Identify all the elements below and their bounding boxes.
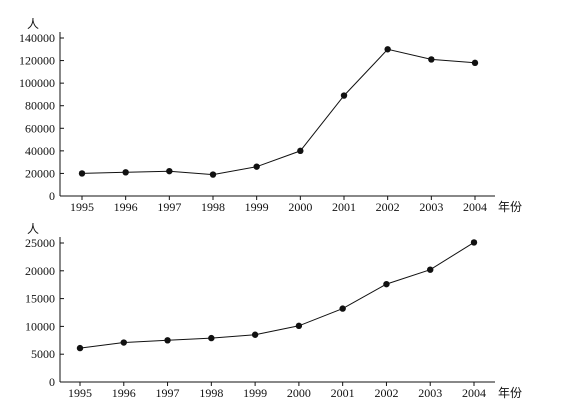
x-tick-label: 1999 (243, 386, 267, 400)
y-tick-label: 0 (49, 375, 55, 389)
data-point (251, 331, 259, 338)
series-line (79, 241, 475, 349)
x-tick-label: 2004 (463, 200, 487, 214)
x-axis-label: 年份 (498, 200, 522, 214)
data-point (295, 322, 303, 330)
data-point (78, 170, 86, 177)
y-tick-label: 120000 (19, 54, 55, 68)
x-tick-label: 2000 (288, 200, 312, 214)
data-point (428, 56, 435, 63)
y-axis-label: 人 (27, 222, 39, 236)
chart-1: 0 20000 40000 60000 80000 100000 120000 140000 1… (19, 17, 522, 214)
data-point (339, 305, 346, 312)
y-tick-label: 25000 (25, 236, 55, 250)
data-point (164, 337, 171, 344)
data-point (384, 46, 391, 53)
x-tick-label: 1996 (114, 200, 138, 214)
y-tick-label: 5000 (31, 347, 55, 361)
data-point (208, 334, 215, 342)
data-point (120, 339, 127, 346)
x-tick-label: 2003 (419, 200, 443, 214)
y-tick-label: 140000 (19, 31, 55, 45)
data-point (297, 147, 304, 155)
x-tick-label: 1998 (201, 200, 225, 214)
data-point (340, 92, 348, 99)
x-tick-label: 1995 (70, 200, 94, 214)
x-tick-label: 1997 (157, 200, 181, 214)
x-tick-label: 2003 (418, 386, 442, 400)
x-tick-label: 2000 (287, 386, 311, 400)
y-tick-label: 60000 (25, 121, 55, 135)
y-axis-label: 人 (27, 17, 39, 31)
y-tick-label: 40000 (25, 144, 55, 158)
data-point (122, 169, 129, 176)
series-line (81, 48, 476, 176)
y-tick-label: 0 (49, 189, 55, 203)
x-axis-label: 年份 (498, 386, 522, 400)
y-tick-label: 10000 (25, 319, 55, 333)
data-point (253, 163, 260, 170)
data-point (383, 280, 390, 288)
x-tick-label: 1999 (245, 200, 269, 214)
y-tick-label: 20000 (25, 264, 55, 278)
data-point (470, 239, 478, 246)
y-tick-label: 80000 (25, 99, 55, 113)
x-tick-label: 2004 (462, 386, 486, 400)
data-point (427, 266, 434, 273)
data-point (471, 59, 479, 67)
x-tick-label: 1995 (68, 386, 92, 400)
x-tick-label: 1996 (112, 386, 136, 400)
chart-2: 0 5000 10000 15000 20000 25000 1995 1996 1997 199… (25, 222, 522, 400)
x-tick-label: 2002 (374, 386, 398, 400)
y-tick-label: 20000 (25, 166, 55, 180)
y-tick-label: 100000 (19, 76, 55, 90)
y-tick-label: 15000 (25, 292, 55, 306)
x-tick-label: 2002 (376, 200, 400, 214)
data-point (76, 344, 84, 352)
data-point (166, 167, 173, 175)
data-point (209, 171, 217, 178)
x-tick-label: 1998 (199, 386, 223, 400)
x-tick-label: 2001 (331, 386, 355, 400)
x-tick-label: 1997 (156, 386, 180, 400)
x-tick-label: 2001 (332, 200, 356, 214)
